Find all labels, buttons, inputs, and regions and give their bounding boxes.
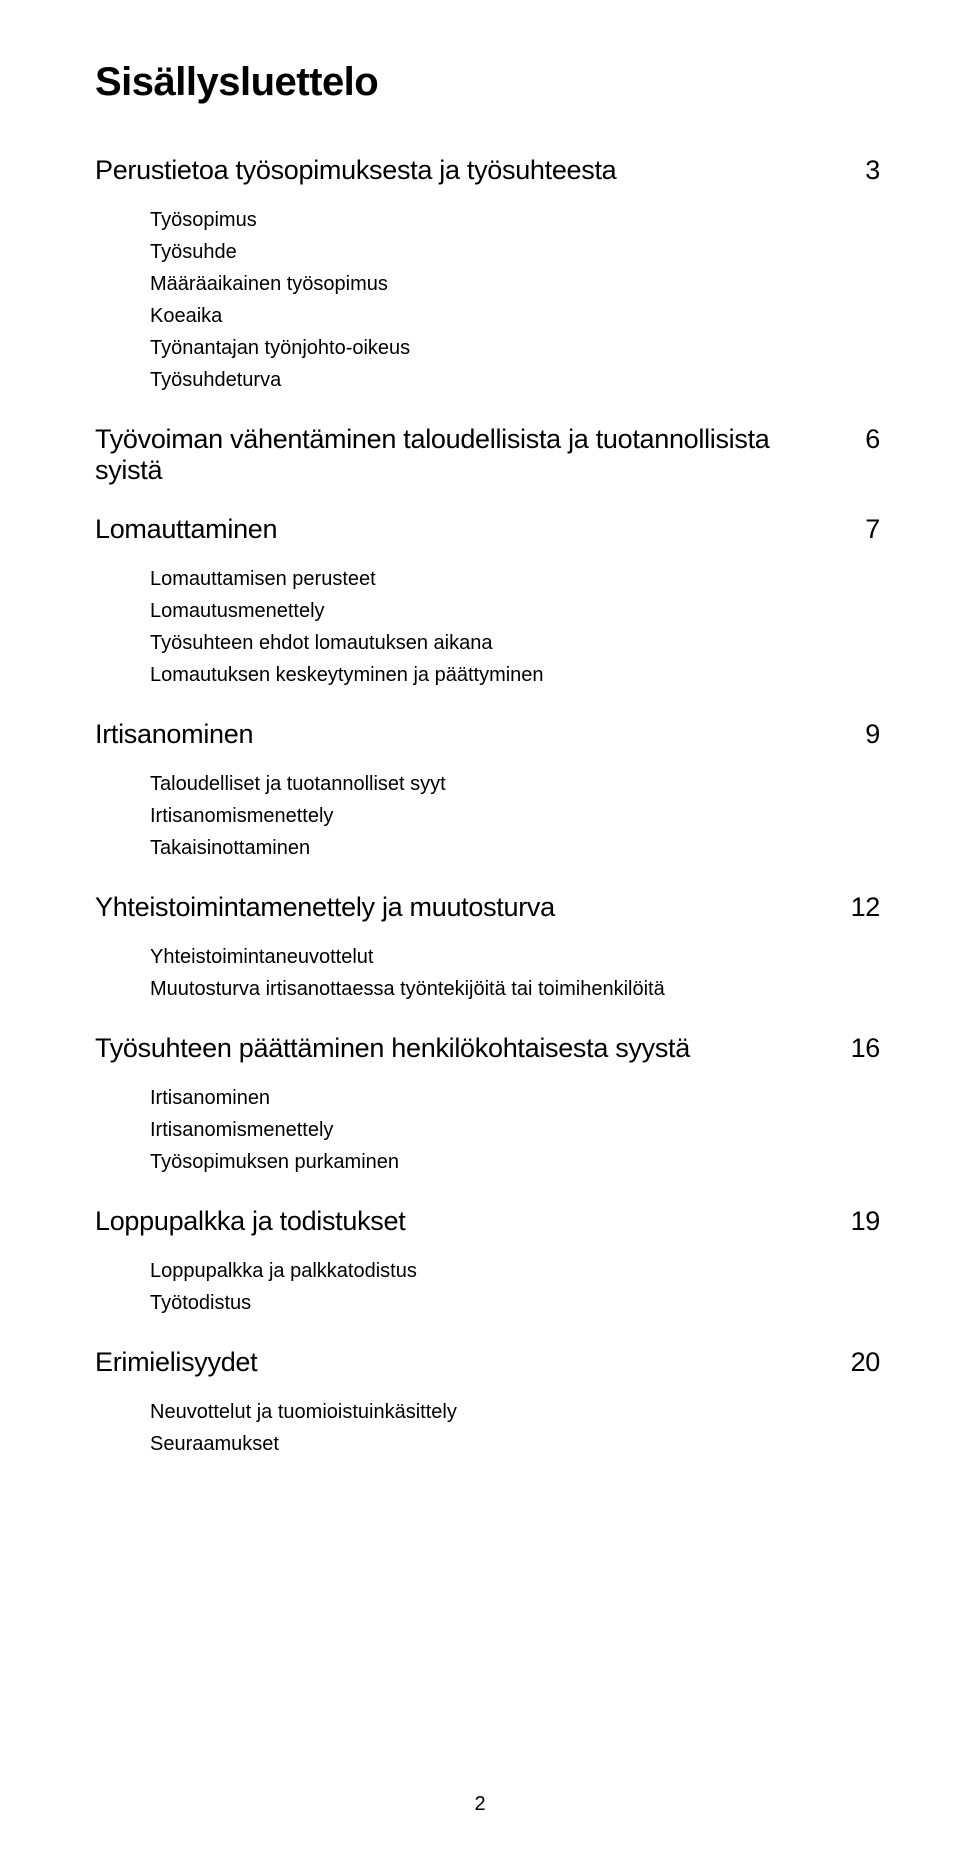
toc-sub-item: Työsuhde (150, 236, 880, 268)
toc-sub-item: Työtodistus (150, 1287, 880, 1319)
toc-section-heading-text: Irtisanominen (95, 719, 253, 750)
toc-sub-item: Työsuhteen ehdot lomautuksen aikana (150, 627, 880, 659)
toc-sub-item: Neuvottelut ja tuomioistuinkäsittely (150, 1396, 880, 1428)
toc-section-heading: Työvoiman vähentäminen taloudellisista j… (95, 424, 880, 486)
toc-section-heading-text: Loppupalkka ja todistukset (95, 1206, 405, 1237)
toc-sub-item: Työsopimuksen purkaminen (150, 1146, 880, 1178)
toc-section-page: 19 (840, 1206, 880, 1237)
toc-section: Yhteistoimintamenettely ja muutosturva 12… (95, 892, 880, 1005)
toc-section-heading-text: Yhteistoimintamenettely ja muutosturva (95, 892, 555, 923)
toc-sub-item: Työnantajan työnjohto-oikeus (150, 332, 880, 364)
toc-sub-item: Taloudelliset ja tuotannolliset syyt (150, 768, 880, 800)
toc-sub-item: Määräaikainen työsopimus (150, 268, 880, 300)
toc-section-page: 3 (840, 155, 880, 186)
toc-section-heading: Työsuhteen päättäminen henkilökohtaisest… (95, 1033, 880, 1064)
toc-sub-item: Lomautuksen keskeytyminen ja päättyminen (150, 659, 880, 691)
toc-section-heading-text: Työvoiman vähentäminen taloudellisista j… (95, 424, 795, 486)
toc-sub-item: Loppupalkka ja palkkatodistus (150, 1255, 880, 1287)
toc-sub-item: Seuraamukset (150, 1428, 880, 1460)
toc-sub-items: IrtisanominenIrtisanomismenettelyTyösopi… (95, 1082, 880, 1178)
toc-section-heading: Erimielisyydet 20 (95, 1347, 880, 1378)
toc-sub-item: Työsuhdeturva (150, 364, 880, 396)
page-title: Sisällysluettelo (95, 60, 880, 105)
toc-sub-items: TyösopimusTyösuhdeMääräaikainen työsopim… (95, 204, 880, 396)
toc-section-heading-text: Lomauttaminen (95, 514, 277, 545)
toc-section: Perustietoa työsopimuksesta ja työsuhtee… (95, 155, 880, 396)
toc-sub-items: Neuvottelut ja tuomioistuinkäsittelySeur… (95, 1396, 880, 1460)
toc-section-page: 20 (840, 1347, 880, 1378)
toc-sub-items: YhteistoimintaneuvottelutMuutosturva irt… (95, 941, 880, 1005)
toc-section-heading-text: Työsuhteen päättäminen henkilökohtaisest… (95, 1033, 690, 1064)
toc-section-heading: Yhteistoimintamenettely ja muutosturva 12 (95, 892, 880, 923)
toc-sub-items: Loppupalkka ja palkkatodistusTyötodistus (95, 1255, 880, 1319)
toc-section-page: 6 (840, 424, 880, 486)
toc-section: Lomauttaminen7Lomauttamisen perusteetLom… (95, 514, 880, 691)
toc-sub-item: Takaisinottaminen (150, 832, 880, 864)
toc-sub-items: Taloudelliset ja tuotannolliset syytIrti… (95, 768, 880, 864)
toc-section-heading: Loppupalkka ja todistukset 19 (95, 1206, 880, 1237)
toc-section-page: 9 (840, 719, 880, 750)
toc-sub-item: Koeaika (150, 300, 880, 332)
toc-section: Erimielisyydet 20 Neuvottelut ja tuomioist… (95, 1347, 880, 1460)
toc-section: Työvoiman vähentäminen taloudellisista j… (95, 424, 880, 486)
toc-section-heading: Perustietoa työsopimuksesta ja työsuhtee… (95, 155, 880, 186)
toc-section-heading-text: Erimielisyydet (95, 1347, 257, 1378)
toc-sub-item: Irtisanomismenettely (150, 1114, 880, 1146)
toc-section-heading-text: Perustietoa työsopimuksesta ja työsuhtee… (95, 155, 616, 186)
toc-container: Perustietoa työsopimuksesta ja työsuhtee… (95, 155, 880, 1460)
toc-sub-item: Yhteistoimintaneuvottelut (150, 941, 880, 973)
toc-sub-item: Irtisanomismenettely (150, 800, 880, 832)
toc-section: Työsuhteen päättäminen henkilökohtaisest… (95, 1033, 880, 1178)
toc-sub-item: Lomauttamisen perusteet (150, 563, 880, 595)
toc-sub-item: Muutosturva irtisanottaessa työntekijöit… (150, 973, 880, 1005)
toc-section-page: 16 (840, 1033, 880, 1064)
toc-section: Irtisanominen 9 Taloudelliset ja tuotannol… (95, 719, 880, 864)
footer-page-number: 2 (0, 1793, 960, 1816)
toc-section-page: 12 (840, 892, 880, 923)
toc-sub-items: Lomauttamisen perusteetLomautusmenettely… (95, 563, 880, 691)
toc-section-heading: Lomauttaminen 7 (95, 514, 880, 545)
toc-section: Loppupalkka ja todistukset19Loppupalkka … (95, 1206, 880, 1319)
toc-sub-item: Lomautusmenettely (150, 595, 880, 627)
toc-section-heading: Irtisanominen 9 (95, 719, 880, 750)
toc-sub-item: Työsopimus (150, 204, 880, 236)
toc-section-page: 7 (840, 514, 880, 545)
toc-sub-item: Irtisanominen (150, 1082, 880, 1114)
